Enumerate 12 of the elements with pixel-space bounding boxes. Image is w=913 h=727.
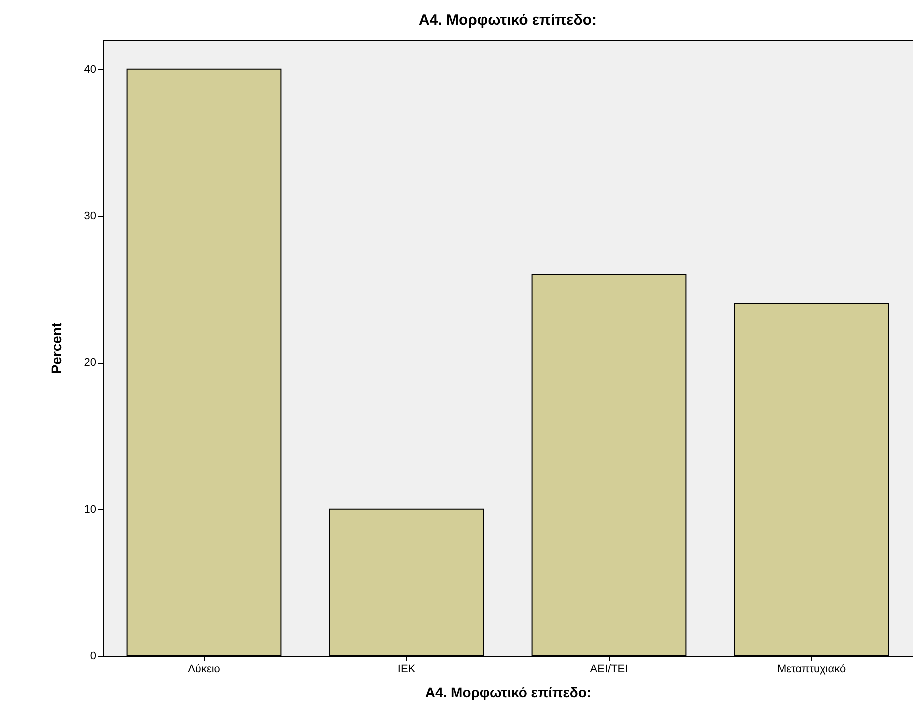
y-tick-label: 0 — [90, 650, 96, 662]
x-tick-label: ΙΕΚ — [398, 664, 416, 676]
x-tick-label: ΑΕΙ/ΤΕΙ — [590, 664, 628, 676]
y-tick-label: 40 — [84, 64, 96, 76]
y-tick-label: 20 — [84, 357, 96, 370]
x-tick-label: Λύκειο — [188, 664, 220, 676]
x-tick-label: Μεταπτυχιακό — [777, 664, 846, 676]
x-axis-title: A4. Μορφωτικό επίπεδο: — [425, 684, 592, 700]
y-tick-label: 30 — [84, 210, 96, 222]
y-tick-label: 10 — [84, 504, 96, 516]
chart-title: A4. Μορφωτικό επίπεδο: — [418, 12, 598, 29]
y-axis-title: Percent — [48, 322, 64, 374]
